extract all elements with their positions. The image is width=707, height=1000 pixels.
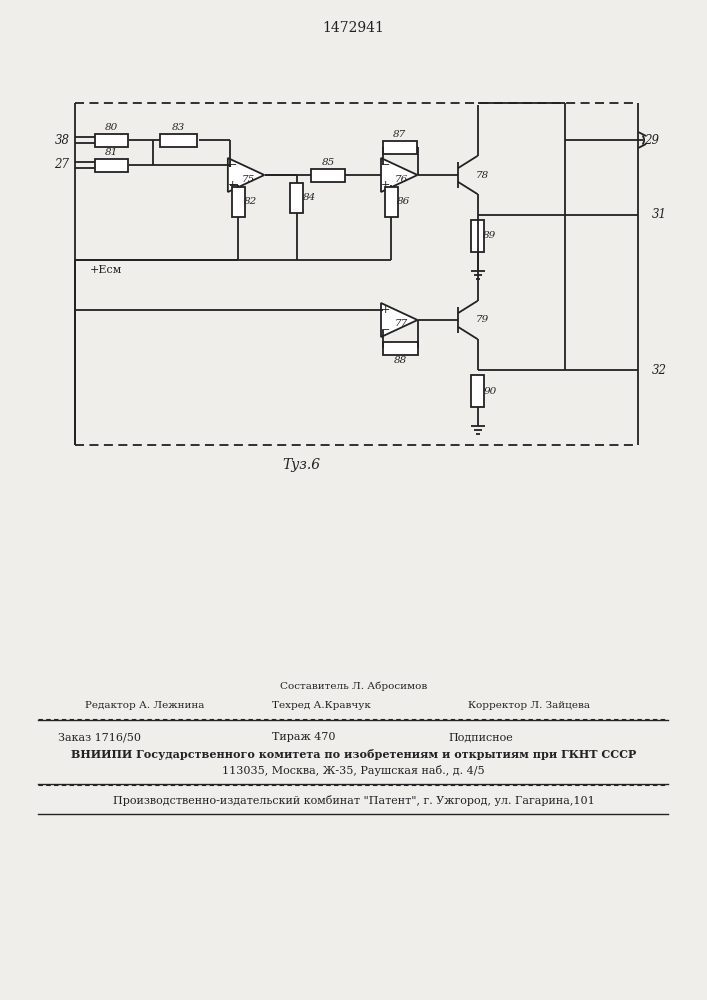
- Text: 31: 31: [652, 209, 667, 222]
- Text: 85: 85: [322, 158, 334, 167]
- Text: 87: 87: [393, 130, 407, 139]
- Text: −: −: [381, 325, 390, 335]
- Bar: [385, 187, 398, 217]
- Bar: [382, 342, 418, 355]
- Text: 88: 88: [394, 356, 407, 365]
- Bar: [291, 183, 303, 213]
- Bar: [382, 140, 417, 153]
- Text: 84: 84: [303, 194, 315, 202]
- Text: 113035, Москва, Ж-35, Раушская наб., д. 4/5: 113035, Москва, Ж-35, Раушская наб., д. …: [222, 766, 485, 776]
- Text: 90: 90: [484, 386, 496, 395]
- Text: 1472941: 1472941: [322, 21, 385, 35]
- Text: 82: 82: [244, 198, 257, 207]
- Text: 81: 81: [105, 148, 118, 157]
- Bar: [95, 133, 128, 146]
- Text: 75: 75: [241, 174, 255, 184]
- Text: Корректор Л. Зайцева: Корректор Л. Зайцева: [467, 702, 590, 710]
- Text: Подписное: Подписное: [448, 732, 513, 742]
- Bar: [95, 158, 128, 172]
- Text: +: +: [381, 305, 390, 315]
- Polygon shape: [381, 158, 418, 192]
- Text: +Есм: +Есм: [90, 265, 122, 275]
- Text: 76: 76: [395, 174, 408, 184]
- Text: 86: 86: [397, 198, 410, 207]
- Bar: [472, 220, 484, 252]
- Text: 29: 29: [644, 133, 660, 146]
- Text: +: +: [381, 180, 390, 190]
- Text: 77: 77: [395, 320, 408, 328]
- Text: 38: 38: [54, 133, 69, 146]
- Text: +: +: [228, 180, 237, 190]
- Text: 79: 79: [476, 316, 489, 324]
- Text: Заказ 1716/50: Заказ 1716/50: [58, 732, 141, 742]
- Text: 32: 32: [652, 363, 667, 376]
- Text: −: −: [228, 160, 237, 170]
- Text: 27: 27: [54, 158, 69, 172]
- Text: Τуз.6: Τуз.6: [283, 458, 321, 472]
- Bar: [160, 133, 197, 146]
- Polygon shape: [228, 158, 264, 192]
- Text: Тираж 470: Тираж 470: [272, 732, 336, 742]
- Bar: [312, 168, 344, 182]
- Text: Производственно-издательский комбинат "Патент", г. Ужгород, ул. Гагарина,101: Производственно-издательский комбинат "П…: [112, 794, 595, 806]
- Text: 89: 89: [484, 232, 496, 240]
- Text: 78: 78: [476, 170, 489, 180]
- Polygon shape: [381, 303, 418, 337]
- Text: −: −: [381, 160, 390, 170]
- Text: 80: 80: [105, 123, 118, 132]
- Bar: [232, 187, 245, 217]
- Text: Составитель Л. Абросимов: Составитель Л. Абросимов: [280, 681, 427, 691]
- Bar: [472, 375, 484, 407]
- Text: 83: 83: [173, 123, 185, 132]
- Text: Техред А.Кравчук: Техред А.Кравчук: [272, 702, 371, 710]
- Text: ВНИИПИ Государственного комитета по изобретениям и открытиям при ГКНТ СССР: ВНИИПИ Государственного комитета по изоб…: [71, 748, 636, 760]
- Text: Редактор А. Лежнина: Редактор А. Лежнина: [85, 702, 204, 710]
